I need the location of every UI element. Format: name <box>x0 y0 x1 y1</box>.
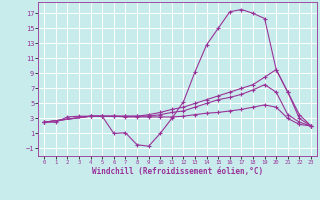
X-axis label: Windchill (Refroidissement éolien,°C): Windchill (Refroidissement éolien,°C) <box>92 167 263 176</box>
